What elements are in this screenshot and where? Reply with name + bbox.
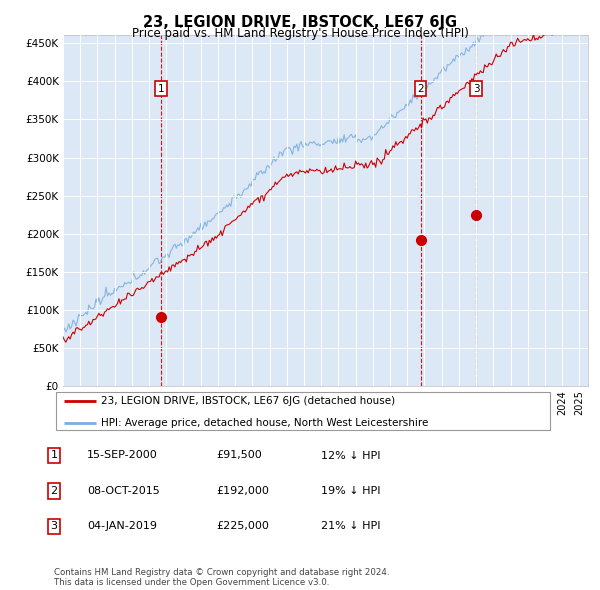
Text: 15-SEP-2000: 15-SEP-2000: [87, 451, 158, 460]
Text: 1: 1: [50, 451, 58, 460]
Text: Price paid vs. HM Land Registry's House Price Index (HPI): Price paid vs. HM Land Registry's House …: [131, 27, 469, 40]
FancyBboxPatch shape: [56, 392, 550, 430]
Text: HPI: Average price, detached house, North West Leicestershire: HPI: Average price, detached house, Nort…: [101, 418, 428, 428]
Text: £225,000: £225,000: [216, 522, 269, 531]
Text: Contains HM Land Registry data © Crown copyright and database right 2024.
This d: Contains HM Land Registry data © Crown c…: [54, 568, 389, 587]
Text: 21% ↓ HPI: 21% ↓ HPI: [321, 522, 380, 531]
Text: 19% ↓ HPI: 19% ↓ HPI: [321, 486, 380, 496]
Text: £91,500: £91,500: [216, 451, 262, 460]
Text: £192,000: £192,000: [216, 486, 269, 496]
Text: 08-OCT-2015: 08-OCT-2015: [87, 486, 160, 496]
Text: 1: 1: [158, 84, 164, 94]
Text: 12% ↓ HPI: 12% ↓ HPI: [321, 451, 380, 460]
Text: 23, LEGION DRIVE, IBSTOCK, LE67 6JG: 23, LEGION DRIVE, IBSTOCK, LE67 6JG: [143, 15, 457, 30]
Text: 04-JAN-2019: 04-JAN-2019: [87, 522, 157, 531]
Text: 23, LEGION DRIVE, IBSTOCK, LE67 6JG (detached house): 23, LEGION DRIVE, IBSTOCK, LE67 6JG (det…: [101, 396, 395, 406]
Text: 3: 3: [473, 84, 479, 94]
Text: 2: 2: [417, 84, 424, 94]
Text: 2: 2: [50, 486, 58, 496]
Text: 3: 3: [50, 522, 58, 531]
